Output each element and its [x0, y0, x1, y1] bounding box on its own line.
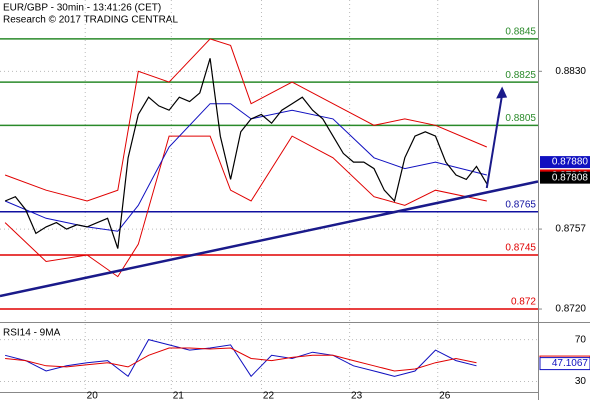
band-line	[4, 103, 487, 232]
rsi-tick-label: 70	[575, 334, 587, 345]
level-label: 0.8745	[505, 243, 536, 254]
chart-title: EUR/GBP - 30min - 13:41:26 (CET)	[3, 3, 161, 14]
level-label: 0.872	[511, 297, 536, 308]
level-label-bg	[498, 242, 538, 254]
y-tick-label: 0.8720	[555, 304, 586, 315]
price-tag	[540, 171, 590, 184]
chart-subtitle: Research © 2017 TRADING CENTRAL	[3, 15, 178, 26]
arrow-head	[496, 86, 508, 99]
level-label: 0.8765	[505, 199, 536, 210]
price-tag	[540, 156, 590, 169]
x-tick-label: 22	[263, 391, 275, 400]
rsi-line	[4, 339, 477, 378]
rsi-tag-label: 47.1067	[552, 358, 589, 369]
rsi-line	[5, 347, 477, 372]
arrow	[485, 94, 504, 189]
price-tag-label: 0.87880	[552, 157, 589, 168]
band-line	[4, 38, 487, 202]
level-label-bg	[498, 296, 538, 308]
x-tick-label: 23	[351, 391, 363, 400]
level-label-bg	[498, 69, 538, 81]
trendline	[0, 180, 539, 298]
y-tick-label: 0.8757	[555, 224, 586, 235]
x-tick-label: 21	[173, 391, 185, 400]
level-label-bg	[498, 112, 538, 124]
x-tick-label: 20	[87, 391, 99, 400]
rsi-tag	[539, 357, 590, 371]
y-tick-label: 0.8830	[555, 66, 586, 77]
level-label: 0.8825	[505, 70, 536, 81]
rsi-tick-label: 30	[575, 376, 587, 387]
level-label-bg	[498, 25, 538, 37]
price-tag-label: 0.87808	[552, 172, 589, 183]
level-label-bg	[498, 198, 538, 210]
band-line	[4, 135, 487, 278]
rsi-title: RSI14 - 9MA	[3, 328, 61, 339]
price-line	[4, 58, 488, 249]
x-tick-label: 26	[439, 391, 451, 400]
level-label: 0.8845	[505, 27, 536, 38]
level-label: 0.8805	[505, 113, 536, 124]
